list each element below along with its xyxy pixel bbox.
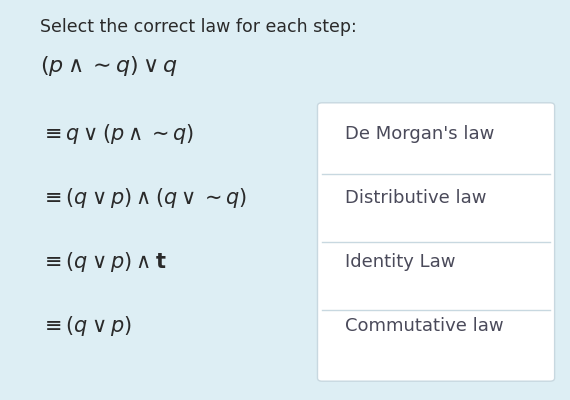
Text: $(p\wedge {\sim}q) \vee q$: $(p\wedge {\sim}q) \vee q$ (40, 54, 178, 78)
Text: Commutative law: Commutative law (345, 317, 503, 335)
Text: De Morgan's law: De Morgan's law (345, 125, 494, 143)
FancyBboxPatch shape (317, 103, 555, 381)
Text: $\equiv q \vee (p\wedge {\sim}q)$: $\equiv q \vee (p\wedge {\sim}q)$ (40, 122, 194, 146)
Text: Identity Law: Identity Law (345, 253, 455, 271)
Text: Select the correct law for each step:: Select the correct law for each step: (40, 18, 357, 36)
Text: $\equiv (q \vee p) \wedge (q\vee {\sim}q)$: $\equiv (q \vee p) \wedge (q\vee {\sim}q… (40, 186, 247, 210)
Text: Distributive law: Distributive law (345, 189, 486, 207)
Text: $\equiv (q \vee p) \wedge \mathbf{t}$: $\equiv (q \vee p) \wedge \mathbf{t}$ (40, 250, 166, 274)
Text: $\equiv (q \vee p)$: $\equiv (q \vee p)$ (40, 314, 132, 338)
